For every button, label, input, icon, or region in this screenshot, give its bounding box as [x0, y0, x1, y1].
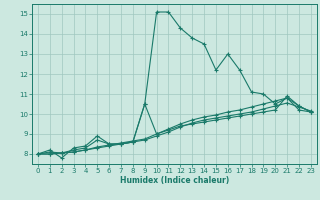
X-axis label: Humidex (Indice chaleur): Humidex (Indice chaleur) — [120, 176, 229, 185]
